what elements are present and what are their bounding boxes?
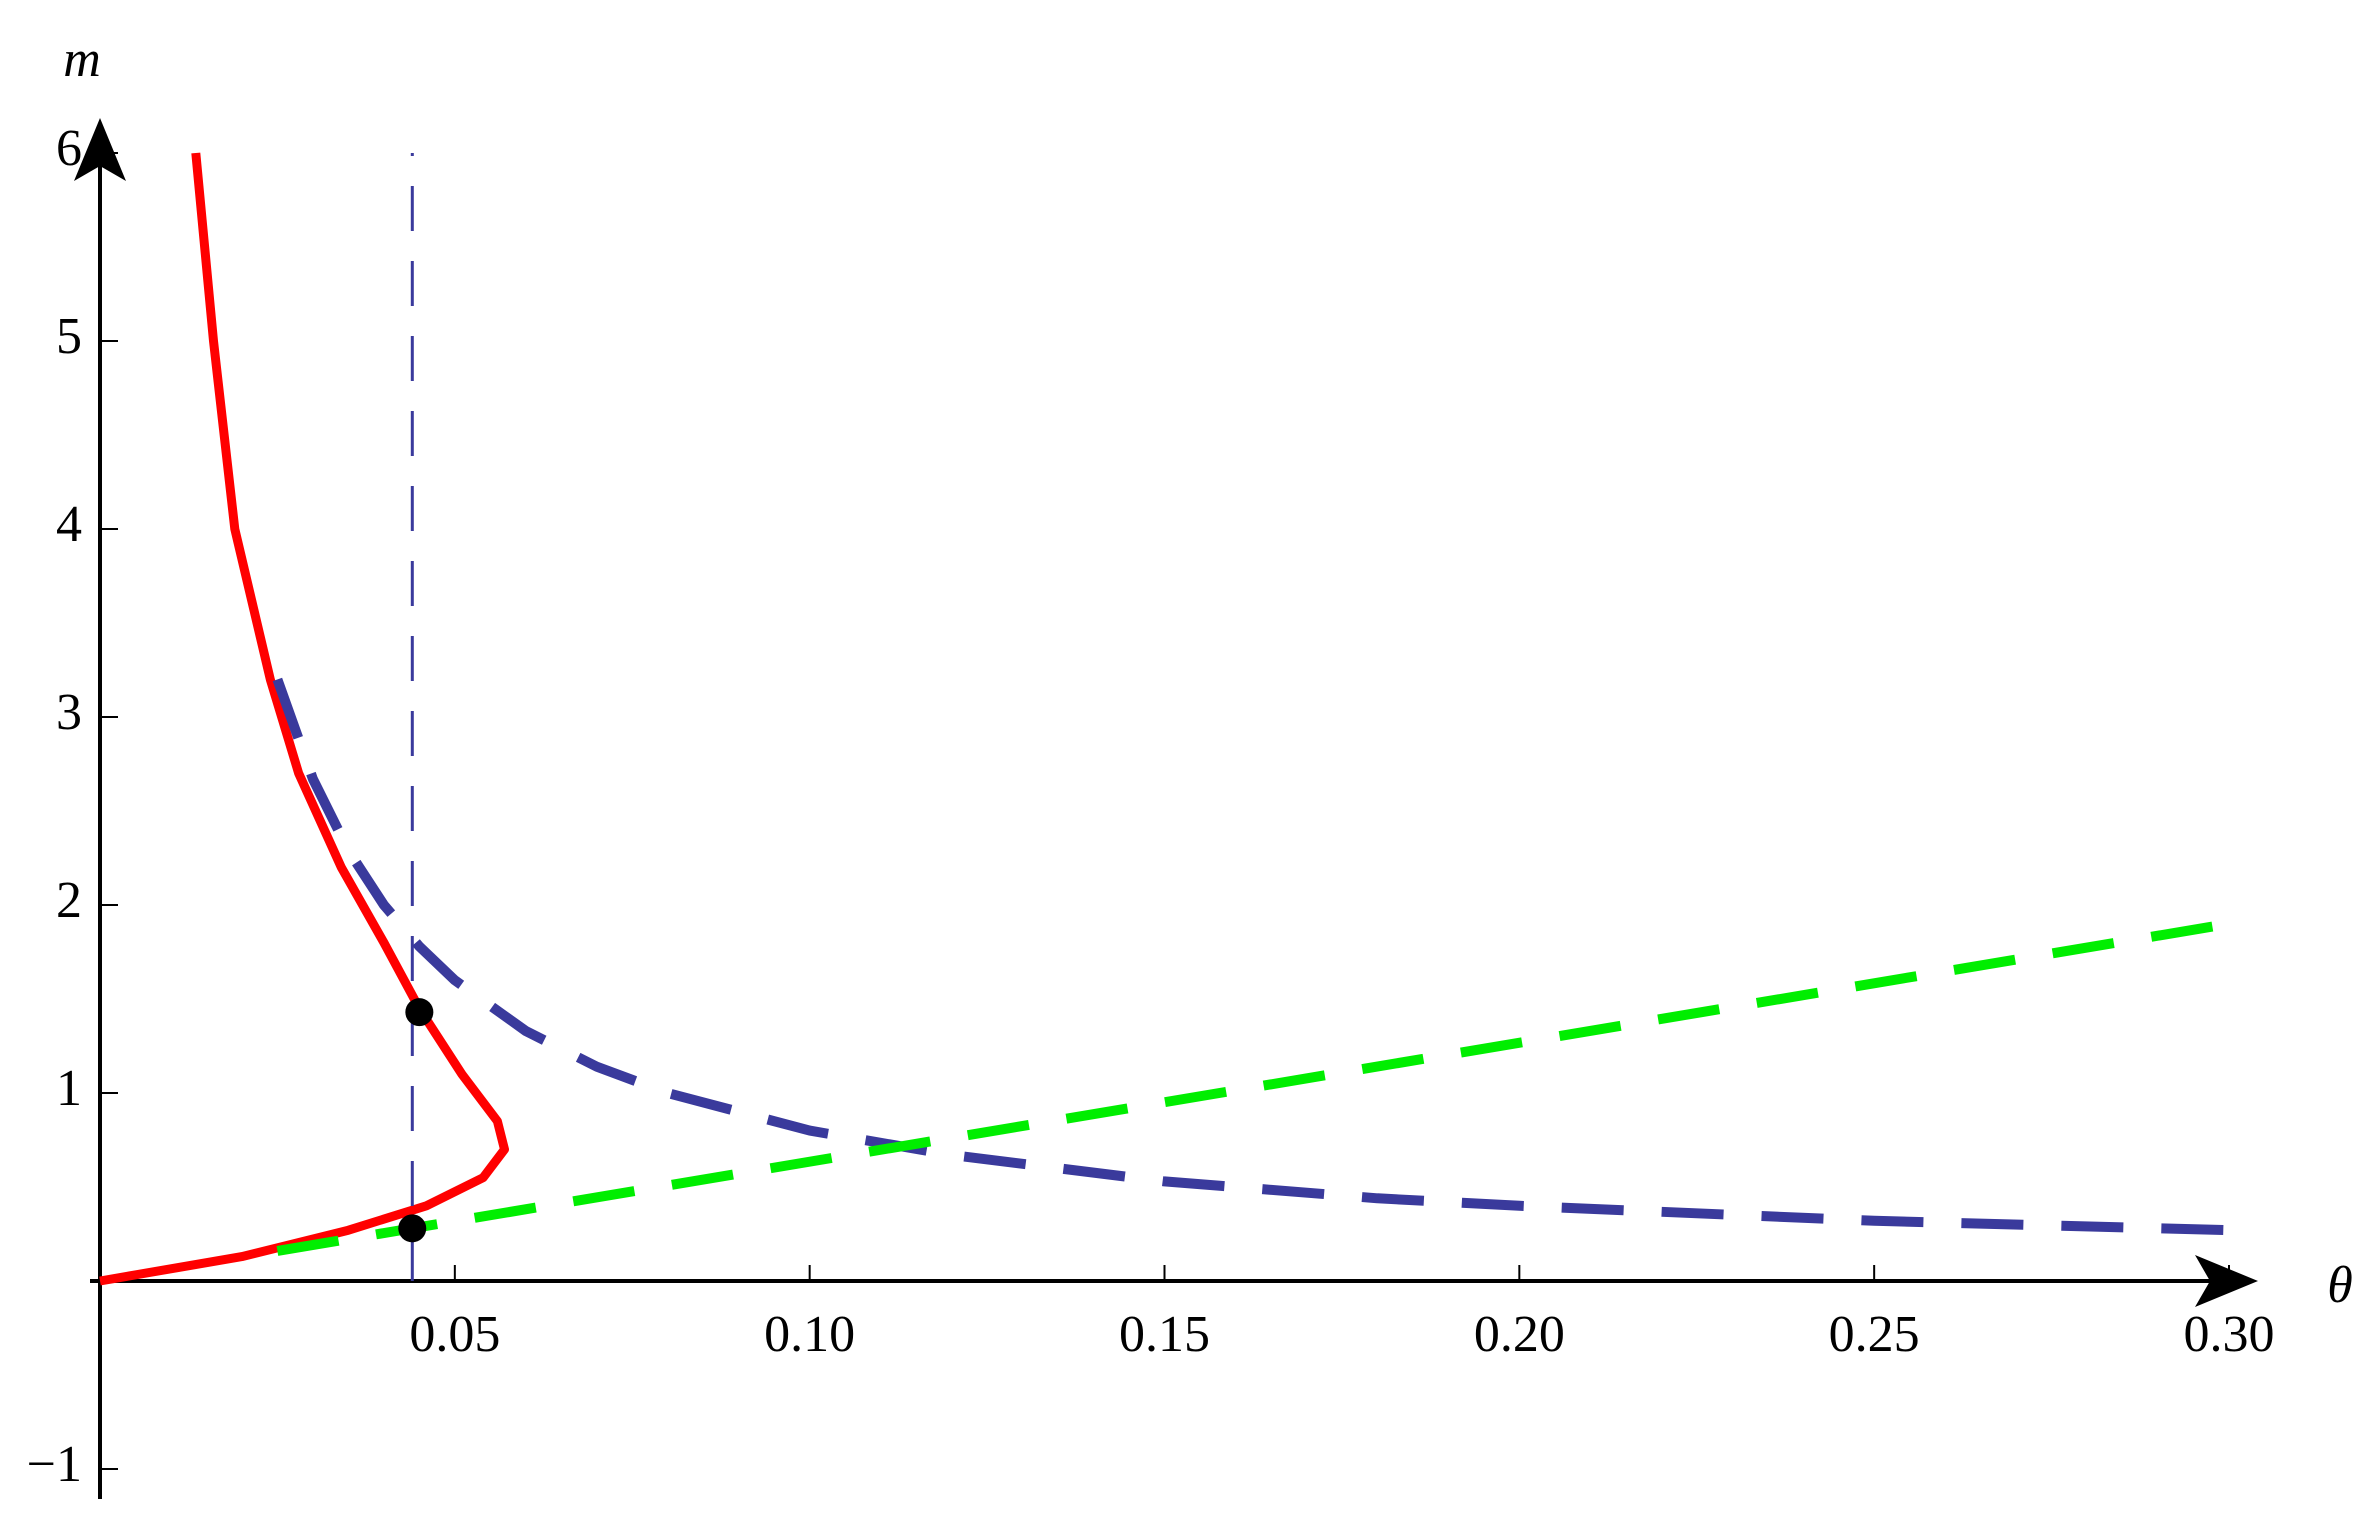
y-tick-label: 6: [56, 120, 82, 177]
x-tick-label: 0.20: [1474, 1306, 1565, 1363]
x-tick-label: 0.15: [1119, 1306, 1210, 1363]
y-tick-label: 2: [56, 872, 82, 929]
x-tick-label: 0.05: [409, 1306, 500, 1363]
data-point: [398, 1214, 427, 1243]
x-tick-label: 0.30: [2184, 1306, 2275, 1363]
data-point: [405, 998, 434, 1027]
series-line: [99, 152, 509, 1286]
x-tick-label: 0.25: [1829, 1306, 1920, 1363]
x-axis-label: θ: [2327, 1257, 2353, 1314]
y-tick-label: −1: [27, 1436, 82, 1493]
y-axis-arrow: [74, 118, 126, 181]
x-axis-arrow: [2195, 1255, 2258, 1307]
series-line: [272, 677, 2230, 1236]
series-line: [276, 918, 2230, 1256]
x-tick-label: 0.10: [764, 1306, 855, 1363]
y-axis-label: m: [63, 31, 101, 88]
y-tick-label: 5: [56, 308, 82, 365]
y-tick-label: 4: [56, 496, 82, 553]
y-tick-label: 1: [56, 1060, 82, 1117]
y-tick-label: 3: [56, 684, 82, 741]
